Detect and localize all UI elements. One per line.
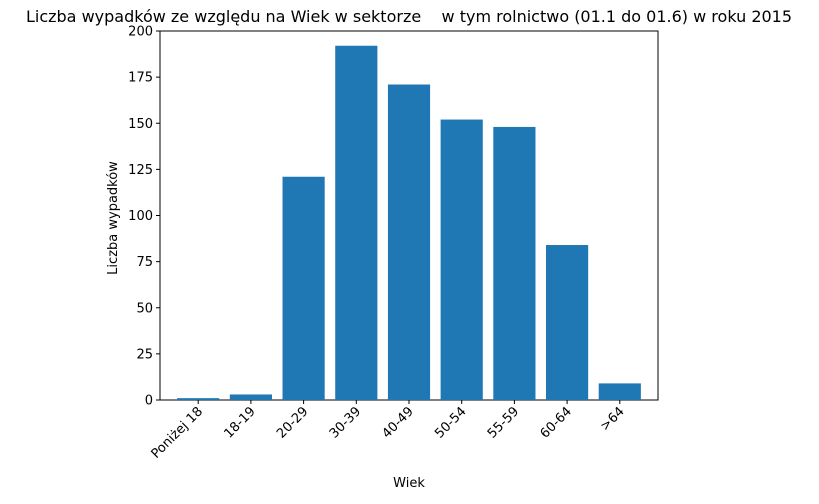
y-tick-label: 0 — [145, 394, 153, 409]
x-tick-label: 20-29 — [274, 404, 311, 441]
x-axis-ticks: Poniżej 18 18-19 20-29 30-39 40-49 50-54 55-59… — [149, 400, 628, 462]
bar — [335, 45, 378, 400]
y-tick-label: 125 — [128, 163, 153, 178]
x-tick-label: 55-59 — [485, 404, 522, 441]
bar — [546, 245, 589, 400]
y-tick-label: 50 — [136, 301, 153, 316]
x-tick-label: 60-64 — [538, 404, 575, 441]
bar — [493, 126, 536, 400]
x-axis-label: Wiek — [393, 476, 425, 491]
y-tick-label: 150 — [128, 117, 153, 132]
bar — [177, 398, 220, 400]
x-tick-label: 18-19 — [221, 404, 258, 441]
y-tick-label: 25 — [136, 347, 153, 362]
x-tick-label: 50-54 — [432, 404, 469, 441]
bar — [387, 84, 431, 400]
bars — [177, 45, 641, 400]
y-tick-label: 175 — [128, 71, 153, 86]
y-tick-label: 200 — [128, 25, 153, 40]
x-tick-label: 30-39 — [327, 404, 364, 441]
x-tick-label: >64 — [598, 404, 628, 434]
bar — [282, 176, 325, 400]
bar — [598, 383, 641, 400]
bar — [229, 394, 272, 400]
y-axis-ticks: 0 25 50 75 100 125 150 175 200 — [128, 25, 160, 409]
bar — [440, 119, 483, 400]
y-tick-label: 100 — [128, 209, 153, 224]
chart-title: Liczba wypadków ze względu na Wiek w sek… — [26, 7, 792, 26]
y-axis-label: Liczba wypadków — [106, 161, 121, 275]
x-tick-label: 40-49 — [380, 404, 417, 441]
x-tick-label: Poniżej 18 — [149, 404, 206, 461]
y-tick-label: 75 — [136, 255, 153, 270]
